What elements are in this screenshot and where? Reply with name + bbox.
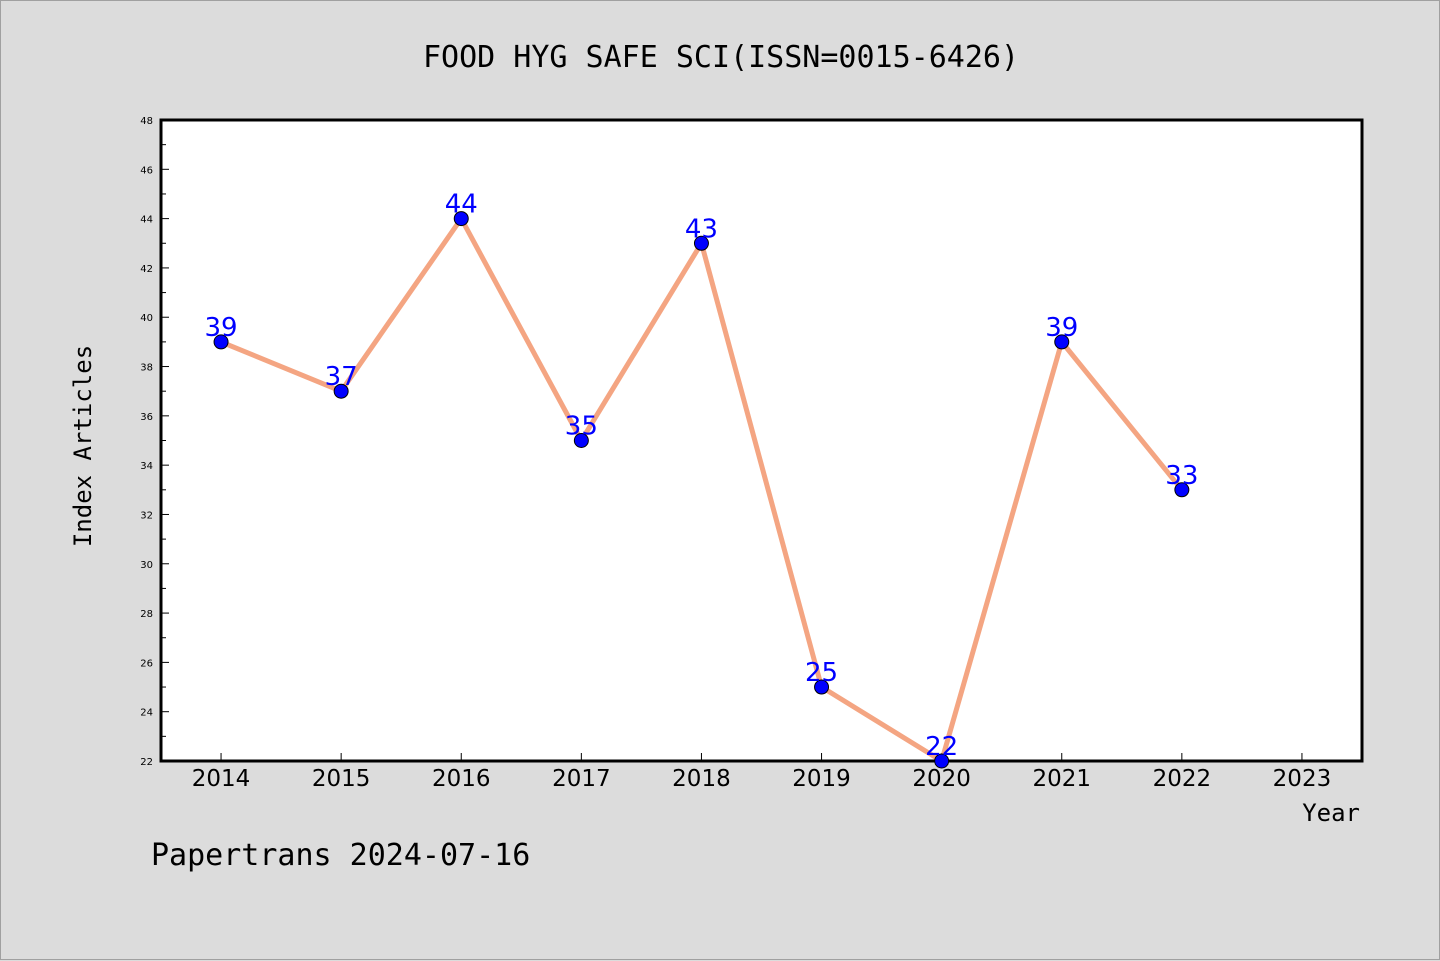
chart-title: FOOD HYG SAFE SCI(ISSN=0015-6426) xyxy=(423,40,1019,75)
data-point xyxy=(934,753,950,769)
x-tick-label: 2022 xyxy=(1153,766,1212,792)
data-point xyxy=(1054,334,1070,350)
data-label: 22 xyxy=(925,732,958,762)
y-tick-label: 30 xyxy=(140,560,153,571)
data-label: 25 xyxy=(805,658,838,688)
x-tick-label: 2023 xyxy=(1273,766,1332,792)
x-tick-label: 2018 xyxy=(672,766,731,792)
y-tick-label: 44 xyxy=(140,215,153,226)
data-point xyxy=(693,235,709,251)
data-label: 39 xyxy=(1045,313,1078,343)
x-tick-label: 2020 xyxy=(912,766,971,792)
y-tick-label: 46 xyxy=(140,165,153,176)
data-point xyxy=(333,383,349,399)
footer-text: Papertrans 2024-07-16 xyxy=(151,838,530,873)
x-tick-label: 2016 xyxy=(432,766,491,792)
y-tick-label: 40 xyxy=(140,313,153,324)
x-tick-label: 2014 xyxy=(192,766,251,792)
x-tick-label: 2019 xyxy=(792,766,851,792)
data-label: 35 xyxy=(565,412,598,442)
y-tick-label: 38 xyxy=(140,363,153,374)
series-layer: 39 37 44 35 43 25 22 39 33 xyxy=(205,190,1198,769)
data-point xyxy=(1174,482,1190,498)
x-axis: 2014 2015 2016 2017 2018 2019 2020 2021 2022 2023 xyxy=(192,753,1331,792)
y-tick-label: 32 xyxy=(140,510,153,521)
y-tick-label: 26 xyxy=(140,658,153,669)
y-tick-label: 22 xyxy=(140,757,153,768)
y-axis: 22 24 26 28 30 32 34 36 38 40 42 44 46 48 xyxy=(140,116,169,768)
x-tick-label: 2015 xyxy=(312,766,371,792)
y-tick-label: 42 xyxy=(140,264,153,275)
data-label: 43 xyxy=(685,214,718,244)
data-label: 33 xyxy=(1165,461,1198,491)
x-axis-title: Year xyxy=(1302,799,1360,827)
y-axis-title: Index Articles xyxy=(69,345,97,547)
data-point xyxy=(573,433,589,448)
y-tick-label: 48 xyxy=(140,116,153,127)
y-tick-label: 24 xyxy=(140,708,153,719)
y-tick-label: 36 xyxy=(140,412,153,423)
data-label: 39 xyxy=(205,313,238,343)
plot-area xyxy=(159,118,1364,763)
y-tick-label: 34 xyxy=(140,461,153,472)
data-point xyxy=(814,679,830,695)
data-point xyxy=(453,211,469,227)
data-label: 37 xyxy=(325,362,358,392)
y-tick-label: 28 xyxy=(140,609,153,620)
data-label: 44 xyxy=(445,190,478,220)
x-tick-label: 2017 xyxy=(552,766,611,792)
x-tick-label: 2021 xyxy=(1032,766,1091,792)
data-point xyxy=(213,334,229,350)
